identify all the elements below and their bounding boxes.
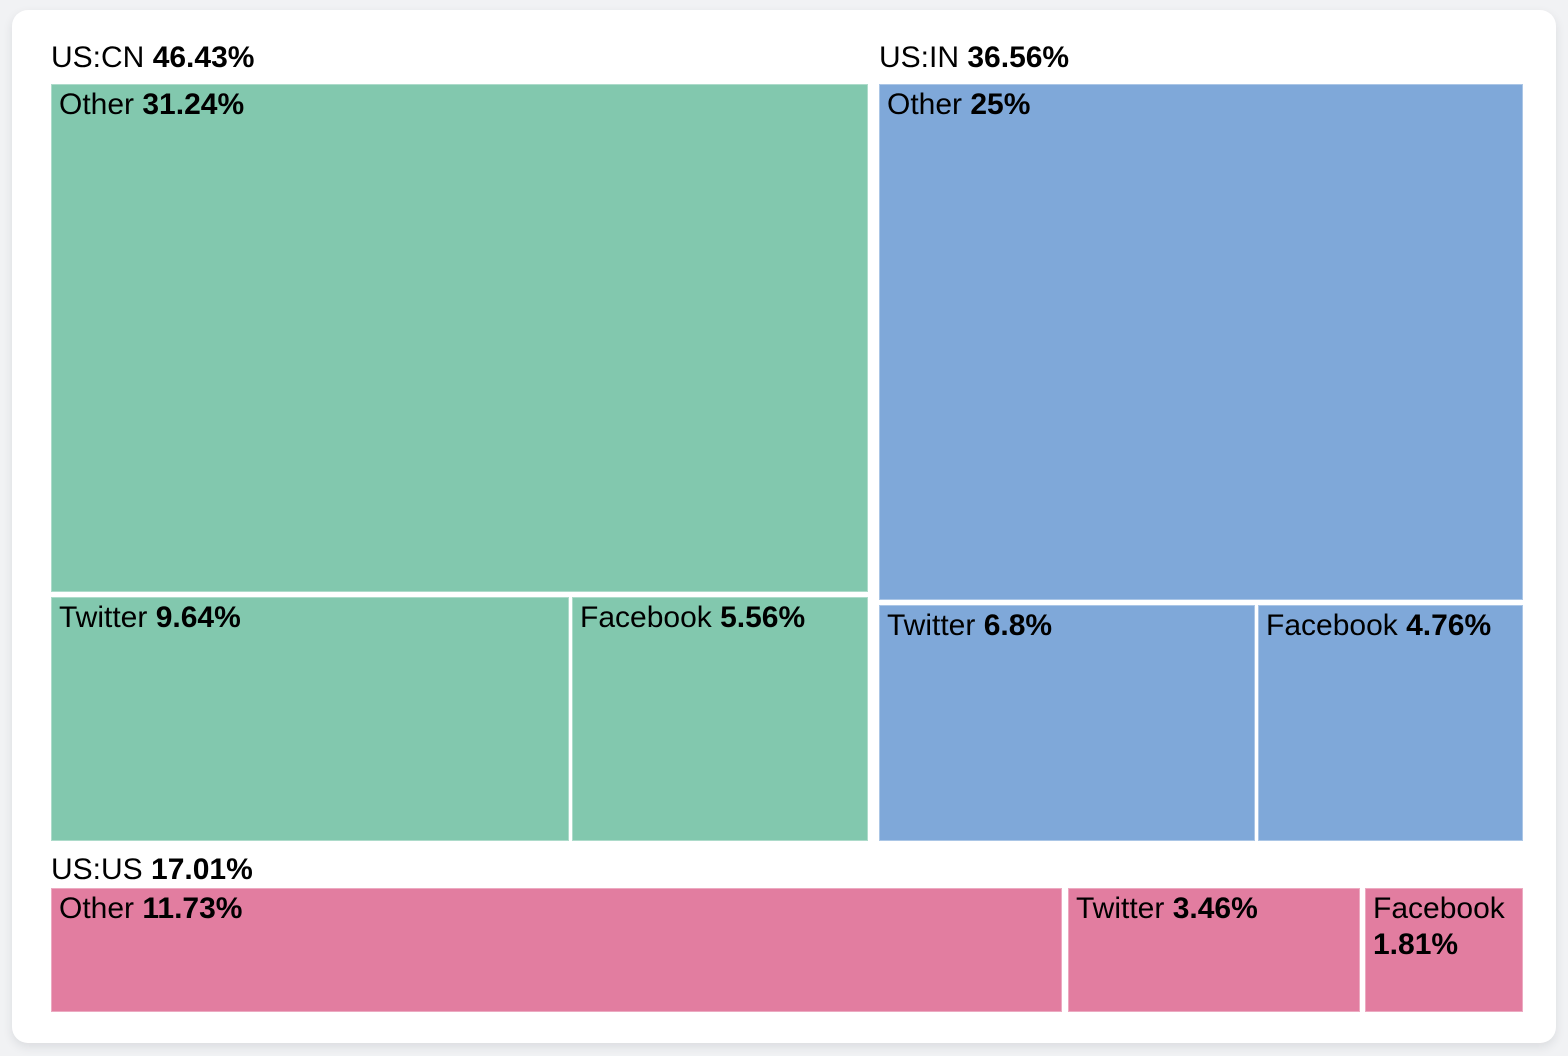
treemap-cell-us-us-facebook[interactable]: Facebook 1.81% bbox=[1365, 888, 1523, 1012]
cell-value: 9.64% bbox=[155, 601, 241, 634]
cell-label: Other bbox=[887, 88, 963, 121]
cell-text: Other 31.24% bbox=[51, 84, 868, 123]
group-label: US:US bbox=[51, 853, 143, 886]
cell-text: Twitter 6.8% bbox=[879, 605, 1255, 644]
cell-value: 3.46% bbox=[1172, 892, 1258, 925]
cell-label: Facebook bbox=[1266, 609, 1398, 642]
group-label: US:IN bbox=[879, 41, 960, 74]
treemap-cell-us-cn-twitter[interactable]: Twitter 9.64% bbox=[51, 597, 569, 841]
cell-text: Facebook 5.56% bbox=[572, 597, 868, 636]
cell-label: Twitter bbox=[887, 609, 976, 642]
cell-label: Facebook bbox=[580, 601, 712, 634]
cell-value: 31.24% bbox=[142, 88, 245, 121]
cell-text: Twitter 3.46% bbox=[1068, 888, 1360, 927]
treemap-cell-us-cn-facebook[interactable]: Facebook 5.56% bbox=[572, 597, 868, 841]
group-header-us-cn[interactable]: US:CN 46.43% bbox=[51, 40, 254, 76]
treemap-cell-us-in-facebook[interactable]: Facebook 4.76% bbox=[1258, 605, 1523, 841]
cell-text: Other 11.73% bbox=[51, 888, 1062, 927]
cell-value: 6.8% bbox=[983, 609, 1053, 642]
cell-text: Twitter 9.64% bbox=[51, 597, 569, 636]
group-header-us-in[interactable]: US:IN 36.56% bbox=[879, 40, 1069, 76]
cell-value: 11.73% bbox=[142, 892, 243, 925]
treemap-cell-us-in-other[interactable]: Other 25% bbox=[879, 84, 1523, 600]
cell-value: 5.56% bbox=[720, 601, 806, 634]
cell-text: Other 25% bbox=[879, 84, 1523, 123]
cell-label: Twitter bbox=[59, 601, 148, 634]
cell-value: 25% bbox=[970, 88, 1031, 121]
group-value: 17.01% bbox=[151, 853, 253, 886]
cell-label: Other bbox=[59, 892, 135, 925]
treemap-card: US:CN 46.43% US:IN 36.56% US:US 17.01% O… bbox=[12, 10, 1556, 1043]
treemap-cell-us-us-other[interactable]: Other 11.73% bbox=[51, 888, 1062, 1012]
treemap-cell-us-cn-other[interactable]: Other 31.24% bbox=[51, 84, 868, 592]
cell-text: Facebook 1.81% bbox=[1365, 888, 1523, 963]
cell-label: Twitter bbox=[1076, 892, 1165, 925]
treemap-cell-us-in-twitter[interactable]: Twitter 6.8% bbox=[879, 605, 1255, 841]
cell-label: Other bbox=[59, 88, 135, 121]
treemap-cell-us-us-twitter[interactable]: Twitter 3.46% bbox=[1068, 888, 1360, 1012]
group-value: 36.56% bbox=[967, 41, 1070, 74]
group-label: US:CN bbox=[51, 41, 145, 74]
cell-value: 4.76% bbox=[1406, 609, 1492, 642]
cell-value: 1.81% bbox=[1373, 928, 1459, 961]
group-header-us-us[interactable]: US:US 17.01% bbox=[51, 852, 253, 888]
cell-text: Facebook 4.76% bbox=[1258, 605, 1523, 644]
cell-label: Facebook bbox=[1373, 892, 1505, 925]
group-value: 46.43% bbox=[152, 41, 255, 74]
